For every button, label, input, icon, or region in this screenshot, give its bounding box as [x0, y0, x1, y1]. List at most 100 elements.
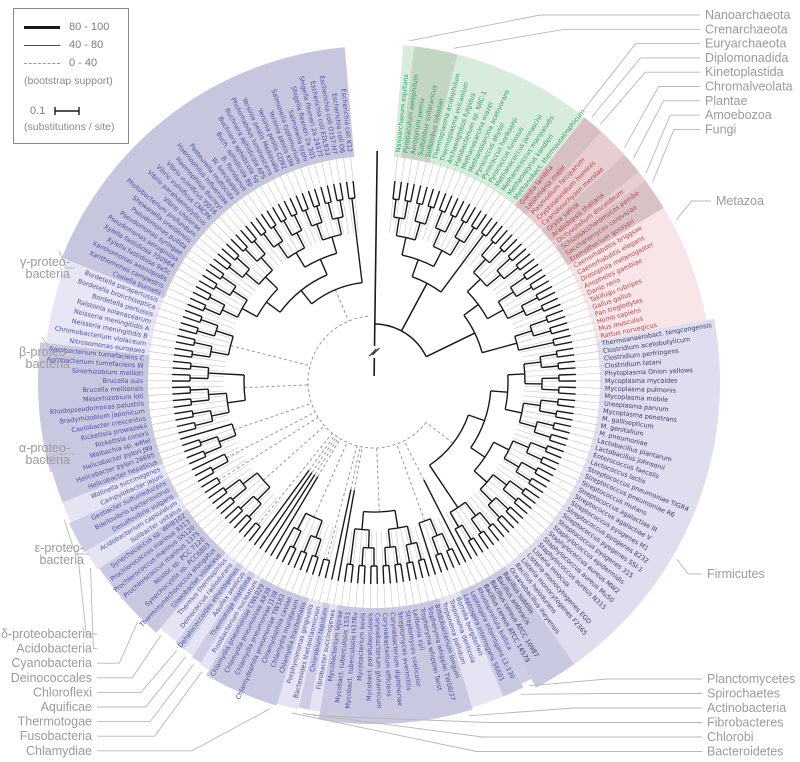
clade-branch-archaea	[465, 206, 477, 224]
clade-arc-cyanobacteria	[222, 487, 228, 494]
clade-branch-spirochaetes	[418, 522, 437, 575]
clade-branch-firmicutes	[512, 440, 529, 449]
clade-branch-firmicutes	[547, 445, 564, 453]
clade-branch-spirochaetes	[441, 533, 451, 551]
clade-branch-firmicutes	[428, 464, 459, 508]
leader-line-chloroflexi	[97, 650, 178, 693]
outer-label-archaea: Nanoarchaeota	[705, 8, 791, 22]
clade-arc-gamma	[287, 247, 305, 259]
clade-arc-gamma	[242, 246, 248, 252]
clade-branch-chlamydiae	[275, 527, 295, 560]
clade-branch-beta	[174, 347, 193, 352]
backbone-radial-spirochaetes	[396, 443, 426, 522]
outer-label-alpha: bacteria	[26, 453, 71, 467]
clade-branch-alpha	[172, 392, 191, 395]
clade-branch-gamma	[240, 229, 253, 244]
outer-label-archaea: Crenarchaeota	[705, 22, 788, 36]
clade-branch-eukaryota	[463, 303, 479, 316]
backbone-radial-fusobacteria	[317, 438, 341, 477]
leader-line-planctomycetes	[528, 678, 702, 687]
clade-branch-actinobacteria	[361, 547, 364, 566]
clade-branch-firmicutes	[554, 422, 572, 428]
clade-arc-eukaryota	[463, 314, 483, 353]
group-wedge-chlamydiae	[206, 578, 309, 706]
clade-branch-eukaryota	[497, 291, 514, 303]
clade-branch-gamma	[195, 285, 212, 296]
clade-branch-alpha	[175, 416, 194, 421]
group-wedge-actinobacteria	[318, 598, 473, 725]
clade-branch-eukaryota	[518, 341, 554, 351]
clade-branch-archaea	[433, 190, 441, 209]
clade-arc-firmicutes	[528, 477, 533, 484]
clade-branch-spirochaetes	[451, 548, 461, 566]
clade-arc-archaea	[471, 225, 477, 230]
clade-branch-archaea	[393, 199, 397, 218]
clade-branch-deinococcales	[243, 522, 257, 538]
clade-branch-eukaryota	[507, 310, 525, 320]
leaf-label: Corynebacterium glutamicum	[374, 613, 384, 709]
outer-label-eukaryota: Diplomonadida	[705, 51, 788, 65]
clade-branch-epsilon	[181, 439, 200, 447]
clade-arc-firmicutes	[518, 403, 525, 423]
bootstrap-caption: (bootstrap support)	[24, 75, 113, 87]
backbone-radial-chlorobi	[350, 446, 361, 490]
clade-branch-eukaryota	[526, 269, 543, 281]
clade-arc-gamma	[251, 238, 257, 244]
clade-branch-spirochaetes	[446, 550, 455, 568]
clade-branch-gamma	[263, 233, 275, 248]
clade-arc-eukaryota	[509, 287, 517, 297]
clade-arc-firmicutes	[548, 434, 553, 441]
clade-branch-eukaryota	[488, 249, 503, 264]
outer-label-eukaryota: Chromalveolata	[705, 80, 793, 94]
clade-branch-gamma	[333, 183, 338, 201]
subgroup-wedge-eukaryota	[555, 180, 664, 266]
clade-arc-actinobacteria	[418, 558, 425, 562]
clade-arc-firmicutes	[555, 410, 558, 418]
clade-branch-delta	[197, 471, 215, 483]
clade-branch-archaea	[470, 210, 482, 227]
clade-branch-eukaryota	[499, 234, 513, 249]
clade-arc-firmicutes	[473, 441, 495, 472]
clade-branch-alpha	[176, 421, 195, 428]
clade-branch-alpha	[208, 392, 227, 396]
leader-line-fibrobacteres	[313, 715, 702, 723]
clade-branch-archaea	[454, 221, 465, 238]
clade-branch-eukaryota	[514, 330, 533, 337]
clade-branch-beta	[182, 315, 201, 324]
group-wedge-planctomycetes	[473, 581, 532, 684]
group-wedge-chloroflexi	[175, 561, 244, 650]
clade-branch-firmicutes	[478, 534, 489, 549]
outer-label-fusobacteria: Fusobacteria	[20, 729, 92, 743]
clade-arc-gamma	[302, 208, 309, 212]
clade-arc-gamma	[322, 233, 342, 241]
clade-branch-beta	[191, 353, 211, 358]
clade-branch-delta	[191, 453, 225, 471]
clade-arc-actinobacteria	[347, 563, 354, 566]
group-wedge-cyanobacteria	[99, 508, 226, 633]
outer-label-epsilon: ε-proteo-	[35, 541, 84, 555]
arc-archaea-eukaryota	[375, 323, 427, 358]
leader-line-actinobacteria	[468, 707, 702, 717]
clade-arc-gamma	[291, 229, 303, 237]
clade-branch-beta	[215, 330, 234, 337]
clade-branch-firmicutes	[539, 410, 557, 415]
subgroup-wedge-archaea	[401, 46, 458, 163]
clade-branch-deinococcales	[248, 526, 261, 542]
clade-branch-gamma	[250, 221, 262, 236]
clade-branch-gamma	[228, 266, 243, 279]
clade-arc-gamma	[260, 231, 267, 236]
group-wedges	[38, 45, 721, 725]
leader-line-chlamydiae	[97, 708, 271, 752]
clade-branch-fusobacteria	[270, 476, 319, 557]
clade-branch-gamma	[221, 309, 238, 318]
clade-branch-alpha	[190, 365, 209, 369]
clade-branch-chlamydiae	[311, 557, 319, 575]
clade-branch-chlamydiae	[287, 548, 297, 566]
group-wedge-acidobacteria	[86, 496, 187, 570]
clade-branch-archaea	[444, 195, 453, 213]
outer-label-beta: β-proteo-	[19, 345, 70, 359]
clade-branch-firmicutes	[502, 488, 517, 501]
clade-branch-alpha	[191, 399, 210, 403]
leader-line-eukaryota	[624, 86, 700, 148]
clade-branch-cyanobacteria	[242, 472, 258, 485]
